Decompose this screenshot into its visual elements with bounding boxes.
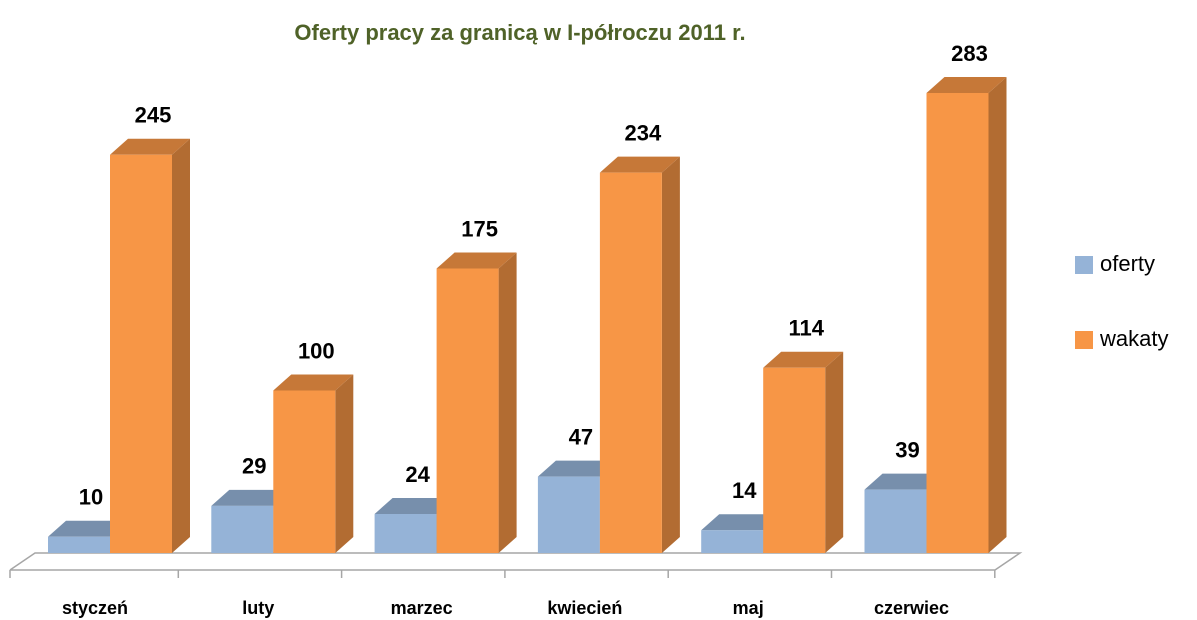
legend-swatch — [1075, 256, 1093, 274]
data-label: 47 — [569, 424, 593, 449]
bar-side — [988, 77, 1007, 553]
bar — [436, 252, 517, 553]
x-tick-label: marzec — [391, 598, 453, 618]
bar-top — [211, 489, 292, 506]
data-label: 245 — [135, 103, 172, 128]
x-tick-label: kwiecień — [547, 598, 622, 618]
data-label: 10 — [79, 485, 103, 510]
data-label: 14 — [732, 478, 757, 503]
data-label: 24 — [405, 462, 430, 487]
bar-top — [864, 473, 945, 490]
data-label: 283 — [951, 41, 988, 66]
floor — [9, 552, 1023, 571]
bar — [926, 77, 1007, 553]
bar-top — [701, 514, 782, 531]
bar-side — [825, 351, 844, 553]
bar-side — [498, 252, 517, 553]
bar-top — [48, 520, 128, 537]
legend-swatch — [1075, 331, 1093, 349]
bar-front — [436, 268, 499, 553]
x-tick-label: styczeń — [62, 598, 128, 618]
data-label: 100 — [298, 338, 335, 363]
bar-side — [335, 374, 354, 553]
bar-front — [211, 505, 274, 553]
bar-top — [537, 460, 618, 477]
bar-front — [701, 530, 764, 553]
bar-top — [599, 156, 680, 173]
data-label: 29 — [242, 454, 266, 479]
data-label: 39 — [895, 437, 919, 462]
data-label: 114 — [788, 316, 824, 341]
bar-front — [599, 172, 662, 553]
legend-label: wakaty — [1099, 326, 1168, 351]
bar-side — [172, 138, 190, 553]
bar-top — [926, 77, 1007, 93]
bar-top — [273, 374, 354, 391]
data-label: 175 — [461, 216, 498, 241]
bar-top — [436, 252, 517, 269]
bar — [599, 156, 680, 553]
chart-title: Oferty pracy za granicą w I-półroczu 201… — [294, 20, 745, 45]
legend-label: oferty — [1100, 251, 1155, 276]
data-label: 234 — [625, 120, 662, 145]
bar — [110, 138, 190, 553]
bar — [763, 351, 844, 553]
x-tick-label: czerwiec — [874, 598, 949, 618]
bar-top — [763, 351, 844, 368]
bar — [48, 520, 128, 553]
x-tick-label: maj — [733, 598, 764, 618]
bar — [273, 374, 354, 553]
bar-front — [537, 476, 600, 553]
bar-front — [926, 93, 989, 553]
bar-front — [110, 154, 172, 553]
bar-front — [273, 390, 336, 553]
bar-top — [374, 497, 455, 514]
bar-front — [763, 367, 826, 553]
bar-front — [864, 489, 927, 553]
bar-top — [110, 138, 190, 155]
bar-front — [48, 536, 110, 553]
bar-side — [661, 156, 680, 553]
x-tick-label: luty — [242, 598, 274, 618]
bar-front — [374, 513, 437, 553]
